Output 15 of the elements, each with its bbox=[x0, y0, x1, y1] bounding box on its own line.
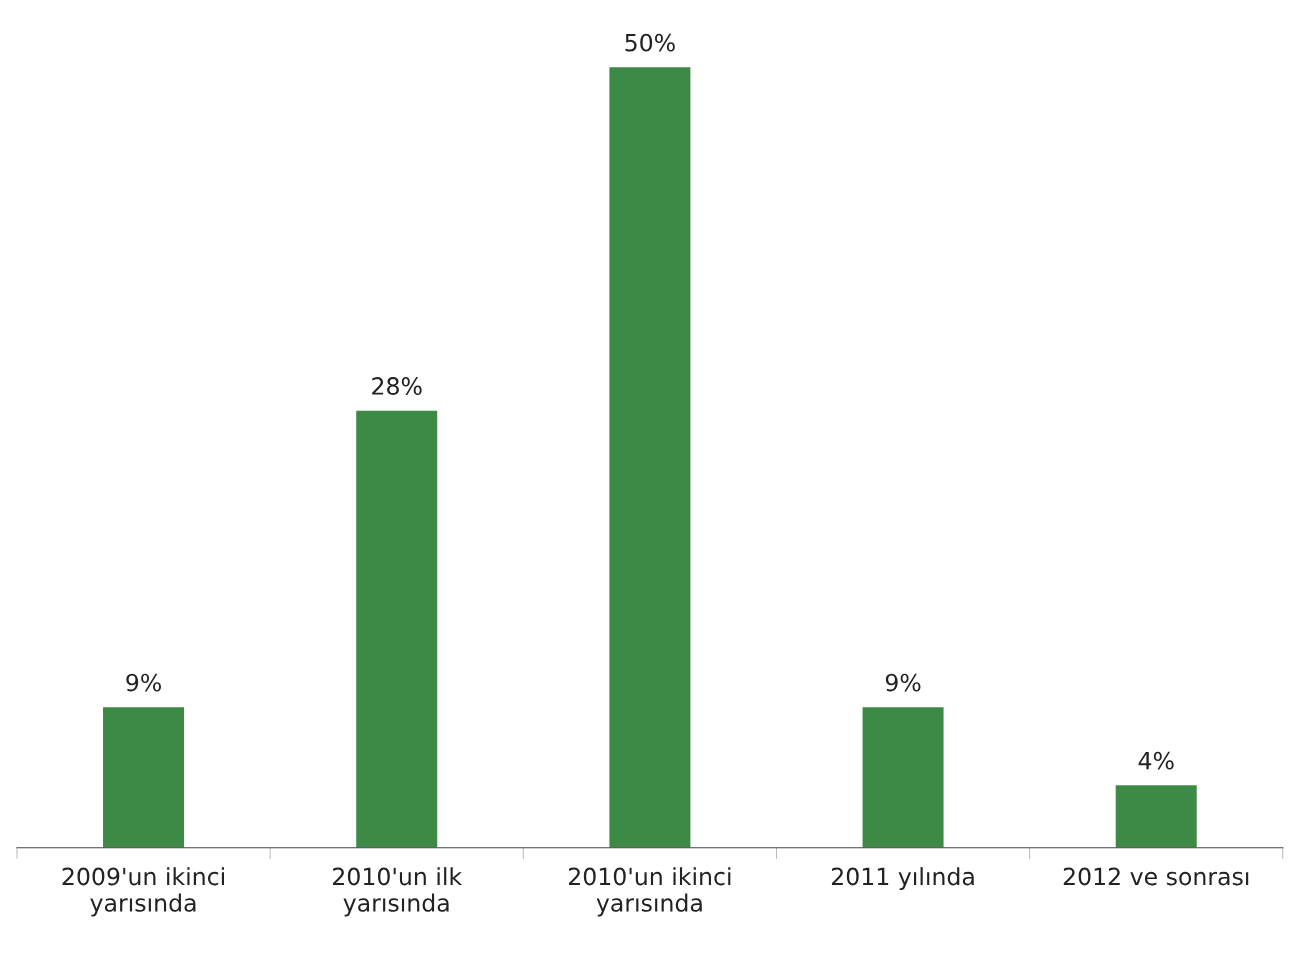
bar bbox=[356, 410, 438, 848]
bar bbox=[609, 67, 691, 848]
bar bbox=[862, 707, 944, 848]
bar bbox=[1115, 785, 1197, 848]
data-label: 9% bbox=[885, 673, 921, 692]
x-tick-label: 2009'un ikinci yarısında bbox=[62, 867, 224, 917]
data-label: 9% bbox=[126, 673, 161, 692]
x-tick-label: 2010'un ikinci yarısında bbox=[568, 867, 731, 917]
x-tick-label: 2011 yılında bbox=[831, 867, 974, 890]
data-label: 50% bbox=[625, 33, 675, 52]
x-tick-label: 2010'un ilk yarısında bbox=[333, 867, 463, 917]
data-label: 4% bbox=[1138, 751, 1174, 770]
x-tick-label: 2012 ve sonrası bbox=[1063, 867, 1249, 886]
data-label: 28% bbox=[372, 377, 422, 395]
bar bbox=[103, 707, 185, 848]
